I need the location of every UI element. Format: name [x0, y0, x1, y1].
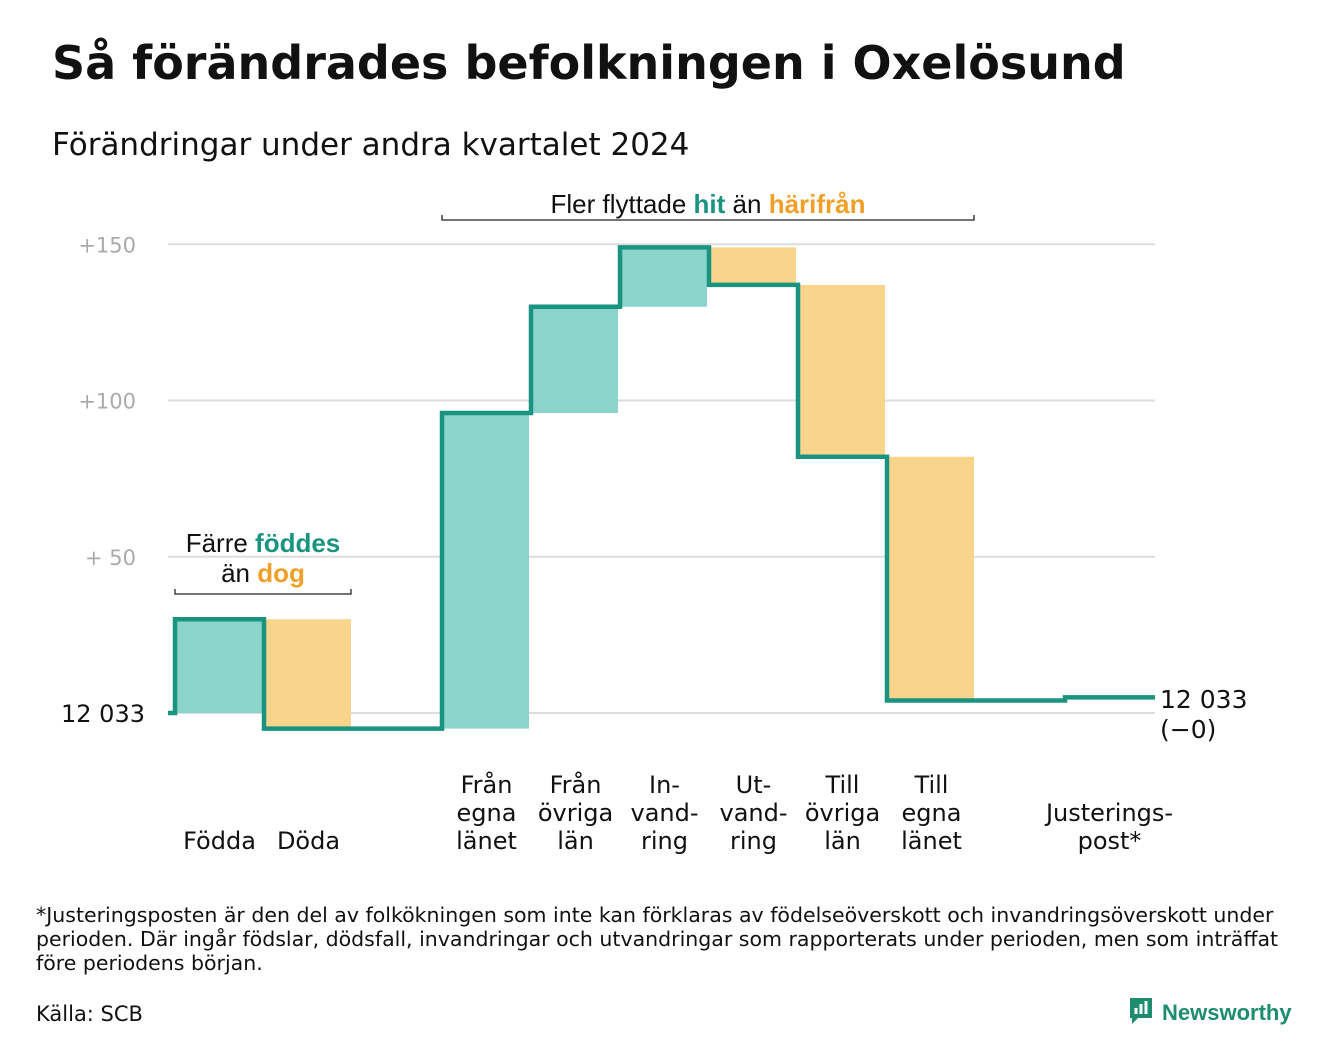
category-label: län [824, 827, 861, 855]
category-label: Döda [277, 827, 340, 855]
y-tick-label: + 50 [85, 546, 136, 570]
cumulative-step-line [168, 245, 1155, 731]
footnote: *Justeringsposten är den del av folkökni… [36, 903, 1279, 975]
category-label: Från [550, 770, 602, 799]
category-label: post* [1078, 827, 1142, 855]
chart-subtitle: Förändringar under andra kvartalet 2024 [52, 127, 690, 163]
start-value-label: 12 033 [61, 700, 145, 728]
annotation-text: Fler flyttade hit än härifrån [550, 189, 865, 219]
category-label: län [557, 827, 594, 855]
category-label: vand- [630, 799, 698, 827]
category-label: In- [649, 771, 680, 799]
waterfall-bar [531, 306, 618, 413]
y-tick-label: +100 [78, 390, 136, 414]
waterfall-bar [887, 456, 974, 701]
annotation-segment: dog [257, 558, 305, 588]
category-label: Från [461, 770, 513, 799]
y-tick-label: +150 [78, 233, 136, 257]
annotation-segment: Färre [186, 528, 255, 558]
category-label: egna [457, 799, 517, 827]
annotation-segment: Fler flyttade [550, 189, 693, 219]
annotation-bracket [174, 589, 352, 595]
source-label: Källa: SCB [36, 1002, 143, 1026]
category-label: ring [641, 827, 688, 855]
annotation-segment: än [221, 558, 257, 588]
annotation-segment: än [725, 189, 768, 219]
newsworthy-logo-icon [1128, 996, 1154, 1030]
annotation-segment: härifrån [769, 189, 866, 219]
category-label: länet [456, 827, 517, 855]
category-label: Justerings- [1044, 799, 1173, 827]
category-label: Till [914, 771, 949, 799]
category-label: Till [825, 771, 860, 799]
annotation-segment: hit [694, 189, 726, 219]
waterfall-bar [264, 619, 351, 729]
annotation-segment: föddes [255, 528, 340, 558]
waterfall-bar [798, 284, 885, 457]
annotation-text: Färre föddes [186, 528, 341, 558]
waterfall-bar [175, 619, 262, 713]
category-label: vand- [719, 799, 787, 827]
brand-name: Newsworthy [1162, 1000, 1292, 1025]
waterfall-bar [709, 247, 796, 285]
waterfall-bar [620, 247, 707, 307]
category-label: egna [902, 799, 962, 827]
category-label: övriga [805, 799, 880, 827]
chart-title: Så förändrades befolkningen i Oxelösund [52, 36, 1126, 90]
category-label: Födda [183, 827, 256, 855]
end-value-label: 12 033 [1160, 685, 1247, 714]
annotation-text: än dog [221, 558, 305, 588]
brand-logo[interactable]: Newsworthy [1128, 996, 1292, 1030]
waterfall-bar [442, 413, 529, 729]
annotation-bracket [441, 215, 975, 221]
category-label: Ut- [736, 771, 772, 799]
category-label: ring [730, 827, 777, 855]
category-label: övriga [538, 799, 613, 827]
end-value-label: (−0) [1160, 715, 1216, 744]
category-label: länet [901, 827, 962, 855]
